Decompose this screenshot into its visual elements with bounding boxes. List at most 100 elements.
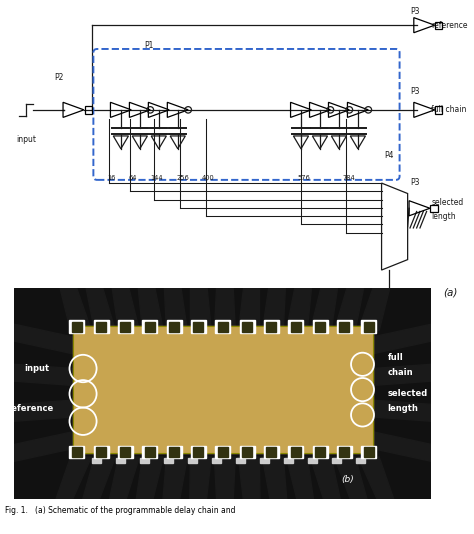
Polygon shape bbox=[82, 457, 115, 499]
Polygon shape bbox=[238, 288, 259, 331]
Text: full chain: full chain bbox=[431, 105, 467, 114]
Bar bbox=[260, 329, 269, 335]
Polygon shape bbox=[109, 457, 139, 499]
Polygon shape bbox=[263, 457, 287, 499]
Bar bbox=[164, 329, 173, 335]
Bar bbox=[69, 320, 84, 333]
Bar bbox=[308, 329, 317, 335]
Bar bbox=[215, 445, 230, 458]
Bar bbox=[337, 445, 352, 458]
Text: full: full bbox=[388, 354, 403, 363]
Polygon shape bbox=[373, 432, 431, 461]
Bar bbox=[332, 458, 341, 464]
Polygon shape bbox=[190, 457, 211, 499]
Bar bbox=[361, 445, 376, 458]
Text: 16: 16 bbox=[107, 175, 116, 181]
Bar bbox=[72, 447, 82, 457]
Polygon shape bbox=[373, 400, 431, 421]
Text: 576: 576 bbox=[297, 175, 310, 181]
Bar bbox=[430, 205, 438, 212]
Bar bbox=[332, 329, 341, 335]
Text: chain: chain bbox=[388, 368, 413, 377]
Bar bbox=[193, 447, 203, 457]
Text: input: input bbox=[25, 364, 50, 373]
Bar bbox=[364, 447, 374, 457]
Polygon shape bbox=[14, 364, 73, 386]
Bar bbox=[92, 458, 101, 464]
Polygon shape bbox=[334, 457, 367, 499]
Bar bbox=[242, 322, 252, 332]
Bar bbox=[212, 458, 221, 464]
Bar bbox=[283, 458, 293, 464]
Bar bbox=[239, 445, 255, 458]
Polygon shape bbox=[163, 457, 187, 499]
Bar bbox=[92, 329, 101, 335]
Bar bbox=[384, 291, 393, 300]
Bar bbox=[120, 322, 130, 332]
Bar bbox=[242, 447, 252, 457]
Bar bbox=[264, 445, 279, 458]
Bar bbox=[145, 447, 155, 457]
Polygon shape bbox=[358, 457, 394, 499]
Polygon shape bbox=[14, 400, 73, 421]
Bar bbox=[118, 445, 133, 458]
Bar bbox=[191, 320, 206, 333]
Polygon shape bbox=[214, 457, 235, 499]
Text: reference: reference bbox=[8, 404, 54, 413]
Text: input: input bbox=[17, 135, 36, 144]
Text: 400: 400 bbox=[202, 175, 215, 181]
Polygon shape bbox=[136, 457, 164, 499]
Bar bbox=[218, 447, 228, 457]
Bar bbox=[218, 322, 228, 332]
Text: P3: P3 bbox=[410, 178, 419, 187]
Polygon shape bbox=[14, 432, 73, 461]
Bar bbox=[364, 322, 374, 332]
Polygon shape bbox=[310, 288, 337, 331]
Bar bbox=[140, 329, 149, 335]
Bar bbox=[120, 447, 130, 457]
Bar bbox=[435, 106, 442, 114]
Bar bbox=[212, 329, 221, 335]
Bar bbox=[236, 458, 246, 464]
Bar bbox=[291, 322, 301, 332]
Bar bbox=[266, 322, 276, 332]
Bar bbox=[312, 445, 328, 458]
Bar bbox=[164, 458, 173, 464]
Bar bbox=[72, 322, 82, 332]
Bar bbox=[315, 447, 325, 457]
Bar bbox=[169, 447, 179, 457]
Bar bbox=[93, 445, 109, 458]
Bar bbox=[339, 447, 349, 457]
Text: P3: P3 bbox=[410, 87, 419, 96]
Text: (a): (a) bbox=[443, 287, 457, 297]
Bar bbox=[337, 320, 352, 333]
Polygon shape bbox=[358, 288, 390, 331]
Text: 144: 144 bbox=[150, 175, 163, 181]
Bar bbox=[96, 447, 106, 457]
Text: 0:6: 0:6 bbox=[383, 304, 394, 310]
Text: 64: 64 bbox=[128, 175, 137, 181]
Text: Fig. 1.   (a) Schematic of the programmable delay chain and: Fig. 1. (a) Schematic of the programmabl… bbox=[5, 506, 235, 515]
Bar bbox=[312, 320, 328, 333]
Bar bbox=[236, 329, 246, 335]
Bar bbox=[215, 320, 230, 333]
Text: selected: selected bbox=[388, 389, 428, 398]
Polygon shape bbox=[286, 288, 311, 331]
Polygon shape bbox=[14, 324, 73, 354]
Text: reference: reference bbox=[431, 21, 468, 30]
Polygon shape bbox=[86, 288, 115, 331]
Bar bbox=[193, 322, 203, 332]
Bar bbox=[361, 320, 376, 333]
Bar bbox=[96, 322, 106, 332]
Polygon shape bbox=[164, 288, 187, 331]
Bar bbox=[116, 458, 126, 464]
Bar bbox=[283, 329, 293, 335]
Polygon shape bbox=[373, 364, 431, 386]
Bar bbox=[264, 320, 279, 333]
Bar bbox=[85, 106, 92, 114]
Text: (b): (b) bbox=[342, 475, 354, 484]
Bar bbox=[435, 21, 442, 29]
Bar bbox=[69, 445, 84, 458]
Bar bbox=[142, 320, 157, 333]
Bar bbox=[339, 322, 349, 332]
